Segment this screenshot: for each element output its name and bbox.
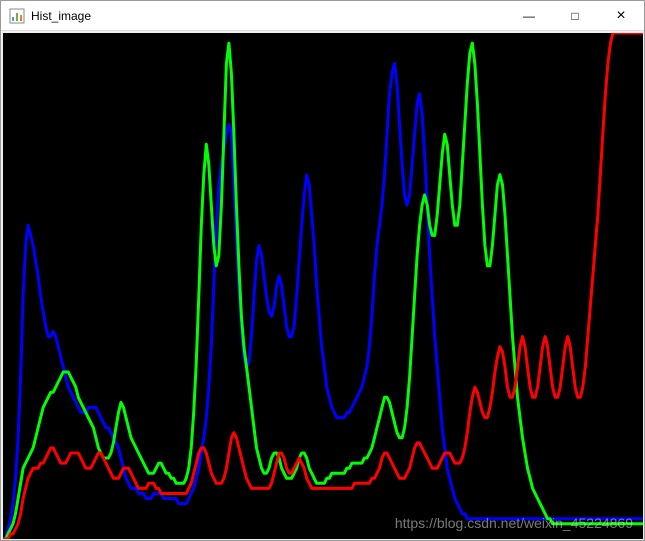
close-icon: × [616, 7, 625, 25]
maximize-icon: □ [571, 9, 578, 23]
minimize-button[interactable]: — [506, 1, 552, 31]
hist-line-green [3, 43, 643, 539]
minimize-icon: — [523, 9, 535, 23]
app-icon [9, 8, 25, 24]
hist-line-red [3, 33, 643, 539]
histogram-svg [3, 33, 643, 539]
window-title: Hist_image [31, 9, 506, 23]
histogram-canvas: https://blog.csdn.net/weixin_45224869 [3, 33, 643, 539]
hist-line-blue [3, 63, 643, 539]
maximize-button[interactable]: □ [552, 1, 598, 31]
close-button[interactable]: × [598, 1, 644, 31]
titlebar: Hist_image — □ × [1, 1, 644, 31]
